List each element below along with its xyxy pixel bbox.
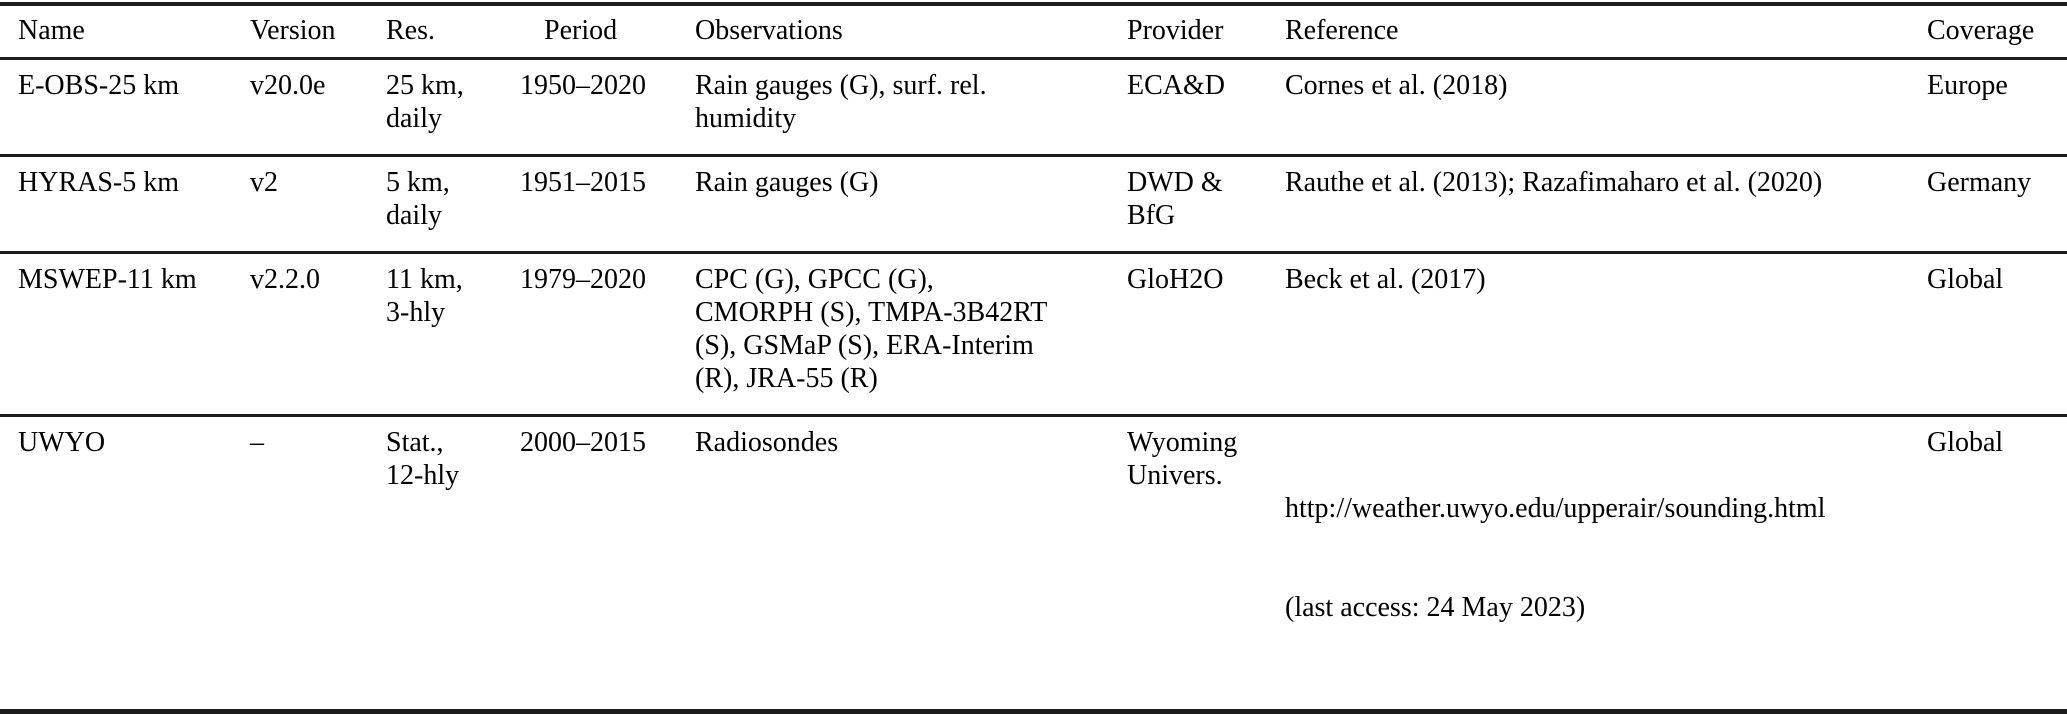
reference-last-access-note: (last access: 24 May 2023)	[1285, 592, 1586, 623]
cell-observations: Rain gauges (G), surf. rel. humidity	[695, 70, 987, 134]
column-header-observations: Observations	[687, 4, 1119, 60]
column-header-reference: Reference	[1277, 4, 1919, 60]
cell-version: v2	[250, 167, 278, 198]
cell-period: 1950–2020	[520, 70, 646, 101]
table-row-mswep: MSWEP-11 km v2.2.0 11 km, 3-hly 1979–202…	[0, 252, 2067, 416]
cell-res: Stat., 12-hly	[386, 427, 460, 491]
cell-reference: http://weather.uwyo.edu/upperair/soundin…	[1277, 416, 1919, 712]
cell-observations: Rain gauges (G)	[695, 167, 879, 198]
column-header-version: Version	[242, 4, 378, 60]
cell-version: v2.2.0	[250, 264, 320, 295]
column-header-provider: Provider	[1119, 4, 1277, 60]
header-row: Name Version Res. Period Observations Pr…	[0, 4, 2067, 60]
column-header-res: Res.	[378, 4, 512, 60]
cell-name: MSWEP-11 km	[18, 264, 197, 295]
cell-provider: Wyoming Univers.	[1127, 427, 1238, 491]
table-row-hyras: HYRAS-5 km v2 5 km, daily 1951–2015 Rain…	[0, 155, 2067, 253]
cell-reference: Cornes et al. (2018)	[1285, 70, 1508, 101]
cell-provider: GloH2O	[1127, 264, 1224, 295]
cell-provider: ECA&D	[1127, 70, 1225, 101]
column-header-period: Period	[512, 4, 687, 60]
cell-reference: Beck et al. (2017)	[1285, 264, 1486, 295]
cell-version: –	[250, 427, 264, 458]
cell-provider: DWD & BfG	[1127, 167, 1223, 231]
cell-period: 2000–2015	[520, 427, 646, 458]
cell-name: UWYO	[18, 427, 106, 458]
cell-observations: Radiosondes	[695, 427, 839, 458]
column-header-coverage: Coverage	[1919, 4, 2067, 60]
cell-coverage: Global	[1927, 427, 2004, 458]
cell-name: HYRAS-5 km	[18, 167, 180, 198]
table-row-eobs: E-OBS-25 km v20.0e 25 km, daily 1950–202…	[0, 58, 2067, 156]
column-header-name: Name	[0, 4, 242, 60]
reference-link[interactable]: http://weather.uwyo.edu/upperair/soundin…	[1285, 493, 1826, 524]
cell-coverage: Global	[1927, 264, 2004, 295]
cell-name: E-OBS-25 km	[18, 70, 179, 101]
table-row-uwyo: UWYO – Stat., 12-hly 2000–2015 Radiosond…	[0, 415, 2067, 712]
cell-reference: Rauthe et al. (2013); Razafimaharo et al…	[1285, 167, 1823, 198]
cell-res: 5 km, daily	[386, 167, 450, 231]
cell-coverage: Germany	[1927, 167, 2032, 198]
cell-res: 25 km, daily	[386, 70, 464, 134]
cell-res: 11 km, 3-hly	[386, 264, 463, 328]
cell-period: 1951–2015	[520, 167, 646, 198]
cell-period: 1979–2020	[520, 264, 646, 295]
cell-version: v20.0e	[250, 70, 326, 101]
cell-observations: CPC (G), GPCC (G), CMORPH (S), TMPA-3B42…	[695, 264, 1048, 394]
cell-coverage: Europe	[1927, 70, 2008, 101]
